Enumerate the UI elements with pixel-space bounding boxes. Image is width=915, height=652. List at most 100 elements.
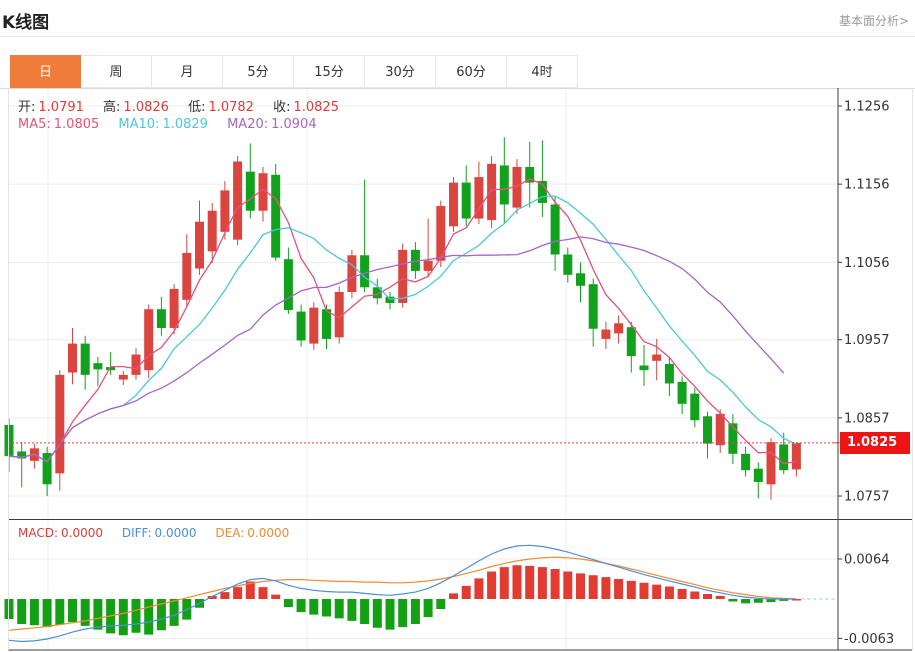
ma5-legend: MA5: 1.0805 — [18, 117, 100, 132]
candle-body — [690, 393, 700, 421]
tab-周[interactable]: 周 — [81, 55, 152, 88]
dea-value-legend: DEA: 0.0000 — [215, 526, 290, 540]
price-tick-label: 1.1256 — [844, 100, 890, 115]
candle-body — [118, 374, 128, 380]
low-legend: 低: 1.0782 — [188, 100, 254, 115]
candle-body — [614, 323, 624, 334]
dea-line — [8, 556, 797, 631]
macd-hist-bar — [715, 595, 725, 599]
fundamental-analysis-link[interactable]: 基本面分析> — [838, 14, 909, 28]
tab-30分[interactable]: 30分 — [365, 55, 436, 88]
macd-hist-bar — [664, 586, 674, 599]
macd-hist-bar — [233, 587, 243, 599]
tab-60分[interactable]: 60分 — [436, 55, 507, 88]
macd-hist-bar — [563, 571, 573, 599]
candle-body — [207, 210, 217, 252]
candle-body — [398, 249, 408, 303]
candle-body — [601, 329, 611, 339]
macd-hist-bar — [423, 599, 433, 618]
macd-hist-bar — [182, 599, 192, 620]
candle-body — [334, 292, 344, 338]
candle-body — [525, 166, 535, 183]
candle-body — [677, 381, 687, 404]
price-tick-label: 1.1156 — [844, 178, 890, 193]
diff-value-legend: DIFF: 0.0000 — [121, 526, 197, 540]
candle-body — [233, 161, 243, 240]
price-tick-label: 1.1056 — [844, 256, 890, 271]
candle-body — [728, 423, 738, 454]
tab-15分[interactable]: 15分 — [294, 55, 365, 88]
close-legend: 收: 1.0825 — [273, 100, 339, 115]
macd-hist-bar — [474, 578, 484, 599]
macd-hist-bar — [614, 579, 624, 599]
candle-body — [17, 451, 27, 459]
macd-hist-bar — [779, 599, 789, 601]
macd-hist-bar — [245, 581, 255, 599]
candle-body — [68, 343, 77, 373]
macd-hist-bar — [601, 577, 611, 599]
candle-body — [106, 367, 116, 371]
candle-body — [245, 171, 255, 211]
macd-hist-bar — [93, 599, 103, 630]
candle-body — [461, 182, 471, 219]
candle-body — [169, 288, 179, 328]
macd-hist-bar — [283, 599, 293, 608]
macd-hist-bar — [17, 599, 27, 624]
macd-hist-bar — [410, 599, 420, 624]
macd-hist-bar — [29, 599, 39, 626]
tab-4时[interactable]: 4时 — [507, 55, 578, 88]
ma-legend: MA5: 1.0805 MA10: 1.0829 MA20: 1.0904 — [18, 117, 332, 132]
macd-tick-label: -0.0063 — [844, 632, 894, 647]
candle-body — [372, 287, 382, 299]
ma10-legend: MA10: 1.0829 — [118, 117, 208, 132]
candle-body — [715, 413, 725, 446]
candle-body — [182, 252, 192, 300]
tab-5分[interactable]: 5分 — [223, 55, 294, 88]
tab-日[interactable]: 日 — [10, 55, 81, 88]
candle-body — [410, 249, 420, 271]
high-legend: 高: 1.0826 — [103, 100, 169, 115]
macd-hist-bar — [398, 599, 408, 628]
macd-hist-bar — [207, 595, 217, 599]
macd-hist-bar — [728, 599, 738, 602]
ma5-line — [8, 178, 797, 465]
macd-hist-bar — [576, 573, 585, 599]
macd-legend: MACD: 0.0000 DIFF: 0.0000 DEA: 0.0000 — [18, 526, 304, 540]
page-title: K线图 — [2, 13, 50, 33]
price-tick-label: 1.0757 — [844, 490, 890, 505]
macd-value-legend: MACD: 0.0000 — [18, 526, 104, 540]
price-tick-label: 1.0957 — [844, 333, 890, 348]
tab-月[interactable]: 月 — [152, 55, 223, 88]
candle-body — [156, 309, 166, 328]
macd-hist-bar — [626, 580, 636, 599]
macd-hist-bar — [487, 571, 497, 599]
candle-body — [93, 363, 103, 370]
candle-body — [55, 374, 65, 474]
macd-hist-bar — [322, 599, 331, 617]
candle-body — [639, 365, 649, 371]
macd-hist-bar — [703, 594, 712, 599]
candle-body — [80, 343, 90, 375]
candle-body — [283, 259, 293, 310]
candle-body — [360, 255, 370, 288]
candle-body — [703, 416, 712, 444]
candle-body — [42, 453, 52, 485]
candle-body — [563, 254, 573, 275]
macd-hist-bar — [791, 599, 801, 601]
candle-body — [791, 442, 801, 470]
macd-hist-bar — [118, 599, 128, 636]
candle-body — [322, 309, 331, 339]
macd-hist-bar — [766, 599, 776, 603]
diff-line — [8, 544, 797, 643]
macd-hist-bar — [588, 575, 598, 599]
macd-hist-bar — [499, 567, 509, 599]
candle-body — [626, 327, 636, 357]
macd-hist-bar — [258, 587, 268, 599]
candle-body — [537, 181, 547, 203]
macd-hist-bar — [436, 599, 446, 609]
macd-hist-bar — [169, 599, 179, 626]
macd-hist-bar — [360, 599, 370, 624]
candle-body — [385, 296, 395, 303]
macd-hist-bar — [334, 599, 344, 619]
macd-hist-bar — [550, 569, 560, 599]
